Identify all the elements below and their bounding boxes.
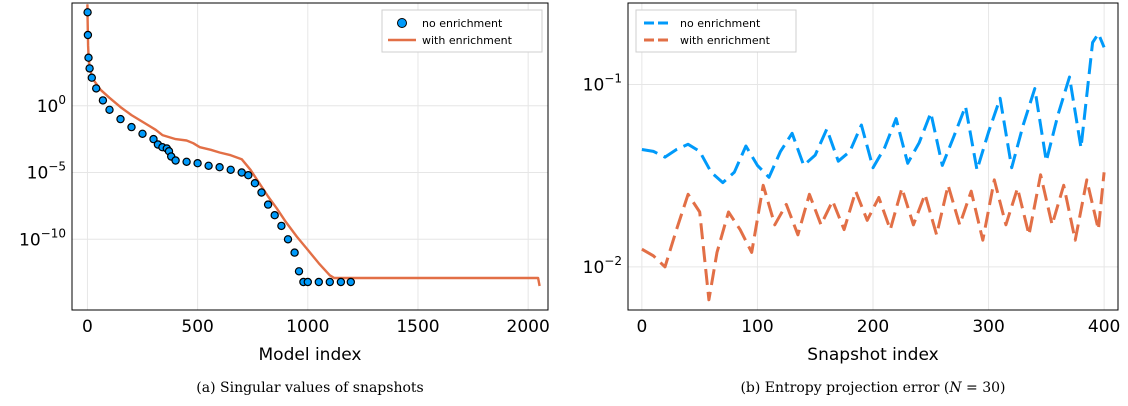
panel-b-legend: no enrichment with enrichment <box>635 9 797 53</box>
series-with-enrichment-line <box>641 172 1106 302</box>
x-tick-label: 300 <box>972 317 1004 337</box>
series-no-enrichment-point <box>204 161 213 170</box>
x-tick-label: 100 <box>741 317 773 337</box>
series-no-enrichment-point <box>91 84 101 93</box>
series-no-enrichment-point <box>314 277 323 287</box>
series-no-enrichment-point <box>336 277 346 287</box>
legend-label-no-enrichment: no enrichment <box>422 17 503 30</box>
y-tick-label: 10−1 <box>583 72 622 96</box>
panel-b-x-ticks: 0 100 200 300 400 <box>636 317 1120 337</box>
legend-box <box>381 9 543 53</box>
series-no-enrichment-point <box>105 105 114 115</box>
x-tick-label: 1000 <box>286 317 329 337</box>
series-no-enrichment-point <box>138 129 147 138</box>
panel-b-grid <box>628 3 1118 310</box>
panel-b-y-ticks: 10−1 10−2 <box>583 72 622 278</box>
legend-label-with-enrichment: with enrichment <box>422 34 513 47</box>
series-no-enrichment-point <box>149 134 158 144</box>
x-tick-label: 0 <box>636 317 647 337</box>
panel-a-series <box>83 4 541 287</box>
series-no-enrichment-point <box>171 156 180 165</box>
series-no-enrichment-point <box>244 170 253 180</box>
series-no-enrichment-point <box>290 248 299 257</box>
legend-label-with-enrichment: with enrichment <box>680 34 771 47</box>
series-no-enrichment-point <box>226 165 235 174</box>
y-tick-label: 10−2 <box>583 254 622 278</box>
panel-a-singular-values: 0 500 1000 1500 2000 100 10−5 10−10 Model inde… <box>19 2 550 396</box>
series-no-enrichment-point <box>215 162 224 172</box>
series-no-enrichment-point <box>83 30 93 40</box>
series-no-enrichment-point <box>87 73 97 82</box>
series-no-enrichment-point <box>294 267 304 276</box>
x-tick-label: 1500 <box>396 317 439 337</box>
x-tick-label: 200 <box>857 317 889 337</box>
series-no-enrichment-point <box>116 114 125 124</box>
series-no-enrichment-point <box>346 277 355 287</box>
panel-b-series <box>641 32 1106 302</box>
series-no-enrichment-point <box>84 53 93 62</box>
y-tick-label: 100 <box>37 93 66 117</box>
series-no-enrichment-point <box>127 122 136 132</box>
series-no-enrichment-point <box>85 64 94 73</box>
series-no-enrichment-point <box>193 158 202 168</box>
series-no-enrichment-point <box>250 178 260 188</box>
panel-a-x-ticks: 0 500 1000 1500 2000 <box>82 317 550 337</box>
panel-b-x-axis-label: Snapshot index <box>807 345 938 365</box>
panel-a-plot-frame <box>71 2 549 311</box>
series-no-enrichment-point <box>98 96 108 105</box>
series-no-enrichment-line <box>641 32 1106 185</box>
x-tick-label: 400 <box>1088 317 1120 337</box>
series-no-enrichment-point <box>270 210 279 220</box>
x-tick-label: 0 <box>82 317 93 337</box>
legend-label-no-enrichment: no enrichment <box>680 17 761 30</box>
legend-swatch-no-enrichment <box>397 18 407 28</box>
panel-a-x-axis-label: Model index <box>259 345 362 365</box>
panel-a-legend: no enrichment with enrichment <box>381 9 543 53</box>
legend-box <box>635 9 797 53</box>
panel-a-grid <box>72 3 548 310</box>
y-tick-label: 10−5 <box>27 160 66 184</box>
series-no-enrichment-point <box>277 221 286 231</box>
series-no-enrichment-point <box>303 277 312 287</box>
series-no-enrichment-point <box>325 277 334 287</box>
x-tick-label: 500 <box>181 317 213 337</box>
series-no-enrichment-point <box>257 188 266 197</box>
series-no-enrichment-point <box>283 235 293 244</box>
x-tick-label: 2000 <box>507 317 550 337</box>
panel-a-y-ticks: 100 10−5 10−10 <box>19 93 66 250</box>
series-no-enrichment-point <box>182 157 191 166</box>
panel-b-entropy-error: 0 100 200 300 400 10−1 10−2 Snapshot index no… <box>583 2 1120 396</box>
series-no-enrichment-point <box>263 200 273 209</box>
y-tick-label: 10−10 <box>19 226 66 250</box>
panel-b-caption: (b) Entropy projection error (N = 30) <box>740 380 1005 396</box>
series-no-enrichment-point <box>83 8 92 17</box>
panel-b-plot-frame <box>627 2 1119 311</box>
panel-a-caption: (a) Singular values of snapshots <box>196 380 423 396</box>
